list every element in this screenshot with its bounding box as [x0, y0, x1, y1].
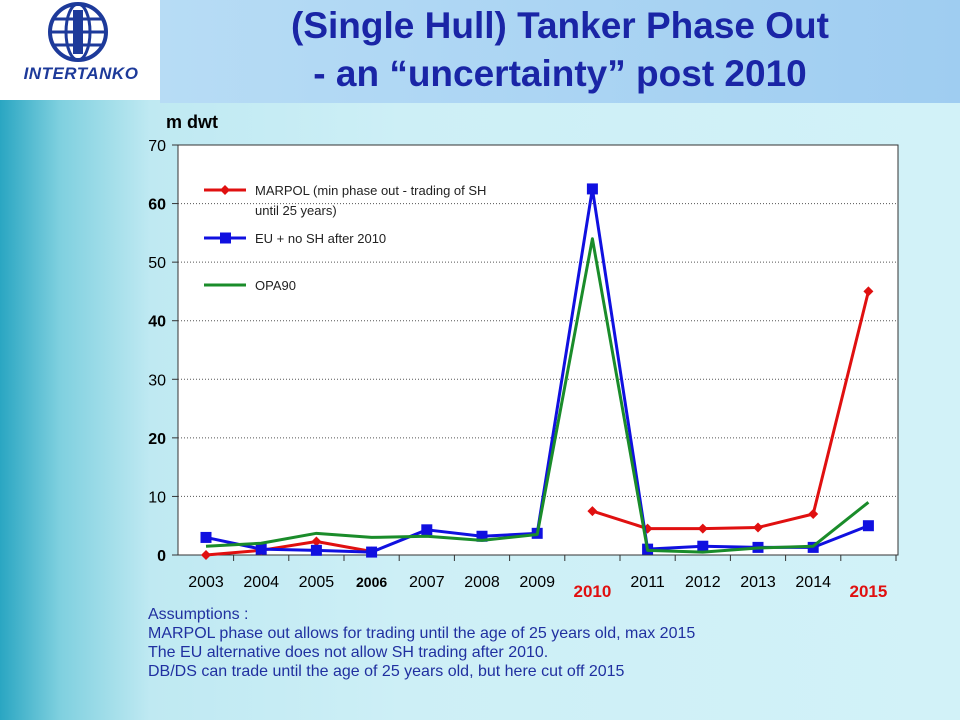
data-point: [697, 540, 709, 552]
data-point: [201, 550, 211, 560]
assumptions-heading: Assumptions :: [148, 606, 249, 623]
data-point: [366, 546, 378, 558]
series-lines: [200, 183, 874, 560]
assumption-line-1: MARPOL phase out allows for trading unti…: [148, 625, 696, 642]
x-tick-label: 2011: [630, 574, 665, 591]
series-line: [205, 237, 870, 554]
data-point: [587, 506, 598, 517]
x-tick-label: 2008: [464, 574, 500, 591]
globe-icon: [48, 2, 108, 62]
grid-lines: [178, 203, 898, 497]
y-tick-label: 70: [148, 138, 166, 155]
legend-label: EU + no SH after 2010: [255, 231, 386, 246]
data-point: [255, 543, 267, 555]
x-tick-label: 2010: [573, 582, 611, 600]
data-point: [200, 531, 212, 543]
y-tick-label: 40: [148, 314, 166, 331]
series-line: [591, 291, 870, 531]
legend-label: MARPOL (min phase out - trading of SH unt…: [255, 183, 486, 218]
y-tick-label: 50: [148, 255, 166, 272]
x-tick-label: 2005: [299, 574, 335, 591]
data-point: [863, 286, 874, 297]
title-line-1: (Single Hull) Tanker Phase Out: [291, 5, 829, 46]
x-tick-label: 2014: [795, 574, 831, 591]
x-tick-label: 2003: [188, 574, 224, 591]
legend: MARPOL (min phase out - trading of SH unt…: [204, 183, 486, 293]
legend-marker: [220, 232, 231, 244]
data-point: [476, 530, 488, 542]
axes: 0 10 20 30 40 50 60 70m dwt 2003 2004 2005 2006 2007…: [148, 112, 897, 600]
title-band: [160, 0, 960, 103]
y-tick-label: 10: [148, 489, 166, 506]
legend-marker: [220, 185, 230, 195]
y-tick-label: 0: [157, 548, 166, 565]
data-point: [862, 520, 874, 532]
page-title: (Single Hull) Tanker Phase Out - an “unc…: [160, 2, 960, 98]
x-tick-label: 2012: [685, 574, 721, 591]
assumption-line-2: The EU alternative does not allow SH tra…: [148, 644, 549, 661]
tanker-phase-out-chart: 0 10 20 30 40 50 60 70m dwt 2003 2004 2005 2006 2007…: [148, 112, 899, 600]
x-tick-label: 2004: [243, 574, 279, 591]
x-tick-label: 2009: [519, 574, 555, 591]
plot-area: [177, 144, 899, 556]
y-tick-label: 20: [148, 431, 166, 448]
y-tick-label: 30: [148, 372, 166, 389]
x-tick-label: 2013: [740, 574, 776, 591]
x-tick-label: 2015: [849, 582, 887, 600]
y-tick-label: 60: [148, 197, 166, 214]
assumptions-block: Assumptions : MARPOL phase out allows fo…: [148, 605, 908, 681]
data-point: [808, 509, 819, 519]
logo-wordmark: INTERTANKO: [23, 64, 139, 83]
series-1: [201, 286, 874, 560]
x-tick-label: 2006: [356, 574, 387, 590]
series-line: [205, 540, 372, 557]
legend-label: OPA90: [255, 278, 296, 293]
intertanko-logo: INTERTANKO: [0, 0, 160, 100]
series-3: [205, 237, 870, 554]
y-axis-label: m dwt: [166, 112, 218, 132]
data-point: [421, 524, 433, 536]
data-point: [697, 523, 708, 534]
data-point: [753, 522, 763, 533]
title-line-2: - an “uncertainty” post 2010: [313, 53, 807, 94]
data-point: [310, 544, 322, 556]
data-point: [586, 183, 598, 195]
data-point: [311, 536, 322, 547]
assumption-line-3: DB/DS can trade until the age of 25 year…: [148, 663, 625, 680]
x-tick-label: 2007: [409, 574, 445, 591]
